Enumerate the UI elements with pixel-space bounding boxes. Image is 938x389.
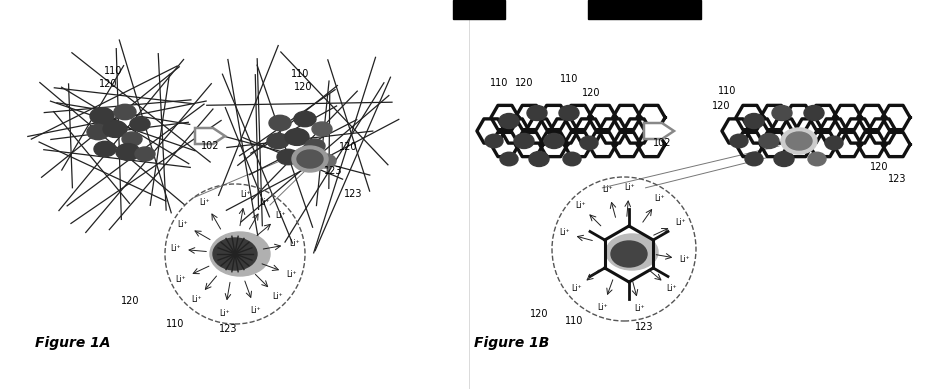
Ellipse shape	[277, 149, 299, 165]
Text: Li⁺: Li⁺	[654, 194, 665, 203]
Ellipse shape	[292, 146, 328, 172]
Ellipse shape	[544, 133, 564, 149]
Text: Li⁺: Li⁺	[177, 219, 189, 228]
Text: Li⁺: Li⁺	[674, 218, 686, 227]
Text: Figure 1A: Figure 1A	[35, 336, 111, 350]
Text: Li⁺: Li⁺	[602, 185, 613, 194]
Ellipse shape	[94, 141, 116, 157]
Ellipse shape	[563, 152, 581, 166]
Text: 102: 102	[201, 141, 219, 151]
Ellipse shape	[294, 111, 316, 127]
Text: Li⁺: Li⁺	[289, 239, 299, 248]
Ellipse shape	[87, 124, 109, 140]
Ellipse shape	[559, 105, 579, 121]
FancyArrow shape	[644, 123, 674, 139]
Text: 120: 120	[870, 162, 888, 172]
Ellipse shape	[499, 114, 519, 128]
Text: Li⁺: Li⁺	[191, 296, 202, 305]
Text: Li⁺: Li⁺	[200, 198, 210, 207]
Text: 120: 120	[712, 101, 731, 111]
Ellipse shape	[114, 104, 136, 120]
Ellipse shape	[130, 117, 150, 131]
Text: 102: 102	[653, 138, 672, 148]
Text: 123: 123	[219, 324, 237, 334]
Text: Li⁺: Li⁺	[680, 255, 690, 264]
Bar	[453, 0, 505, 19]
Ellipse shape	[267, 133, 289, 149]
Text: 110: 110	[104, 66, 122, 76]
Text: Li⁺: Li⁺	[170, 244, 180, 253]
Ellipse shape	[297, 150, 323, 168]
Text: 120: 120	[515, 78, 533, 88]
Ellipse shape	[786, 132, 812, 150]
Text: 110: 110	[490, 78, 508, 88]
Ellipse shape	[730, 134, 748, 148]
Text: 110: 110	[166, 319, 184, 329]
Text: Li⁺: Li⁺	[276, 211, 286, 220]
Text: Figure 1B: Figure 1B	[474, 336, 550, 350]
Text: Li⁺: Li⁺	[260, 198, 270, 207]
Text: Li⁺: Li⁺	[575, 201, 585, 210]
Text: 123: 123	[324, 166, 342, 176]
Ellipse shape	[213, 238, 257, 270]
Text: 110: 110	[291, 69, 310, 79]
Ellipse shape	[804, 105, 824, 121]
Text: 123: 123	[343, 189, 362, 199]
Text: 110: 110	[565, 316, 583, 326]
Bar	[588, 0, 701, 19]
Ellipse shape	[122, 132, 142, 146]
Text: Li⁺: Li⁺	[571, 284, 582, 293]
Text: 120: 120	[582, 88, 600, 98]
Text: 110: 110	[718, 86, 736, 96]
Ellipse shape	[781, 128, 817, 154]
Ellipse shape	[305, 139, 325, 153]
Ellipse shape	[269, 115, 291, 131]
Ellipse shape	[759, 133, 779, 149]
Ellipse shape	[744, 114, 764, 128]
Ellipse shape	[500, 152, 518, 166]
Text: 123: 123	[887, 174, 906, 184]
Text: Li⁺: Li⁺	[286, 270, 296, 279]
Text: Li⁺: Li⁺	[240, 190, 250, 200]
Ellipse shape	[316, 154, 336, 168]
Text: 120: 120	[98, 79, 117, 89]
Ellipse shape	[116, 144, 140, 160]
Ellipse shape	[745, 152, 763, 166]
Text: Li⁺: Li⁺	[624, 183, 635, 192]
Ellipse shape	[606, 234, 658, 270]
Ellipse shape	[90, 108, 114, 124]
Ellipse shape	[285, 129, 309, 145]
Ellipse shape	[529, 151, 549, 166]
Ellipse shape	[485, 134, 503, 148]
Text: 110: 110	[560, 74, 578, 84]
Ellipse shape	[297, 150, 323, 168]
FancyArrow shape	[195, 128, 225, 144]
Text: 120: 120	[121, 296, 139, 306]
Text: Li⁺: Li⁺	[666, 284, 677, 293]
Ellipse shape	[825, 136, 843, 150]
Text: Li⁺: Li⁺	[175, 275, 186, 284]
Ellipse shape	[514, 133, 534, 149]
Text: 123: 123	[635, 322, 653, 332]
Text: 120: 120	[294, 82, 312, 92]
Ellipse shape	[774, 151, 794, 166]
Ellipse shape	[786, 131, 812, 151]
Ellipse shape	[210, 232, 270, 276]
Text: Li⁺: Li⁺	[272, 292, 282, 301]
Text: Li⁺: Li⁺	[250, 306, 261, 315]
Text: Li⁺: Li⁺	[559, 228, 569, 237]
Ellipse shape	[580, 136, 598, 150]
Ellipse shape	[135, 147, 155, 161]
Ellipse shape	[772, 105, 792, 121]
Text: 120: 120	[339, 142, 357, 152]
Text: Li⁺: Li⁺	[598, 303, 608, 312]
Text: Li⁺: Li⁺	[635, 304, 645, 314]
Text: Li⁺: Li⁺	[219, 308, 230, 317]
Ellipse shape	[527, 105, 547, 121]
Ellipse shape	[808, 152, 826, 166]
Ellipse shape	[611, 241, 647, 267]
Text: 120: 120	[530, 309, 548, 319]
Ellipse shape	[312, 122, 332, 136]
Ellipse shape	[103, 121, 127, 137]
